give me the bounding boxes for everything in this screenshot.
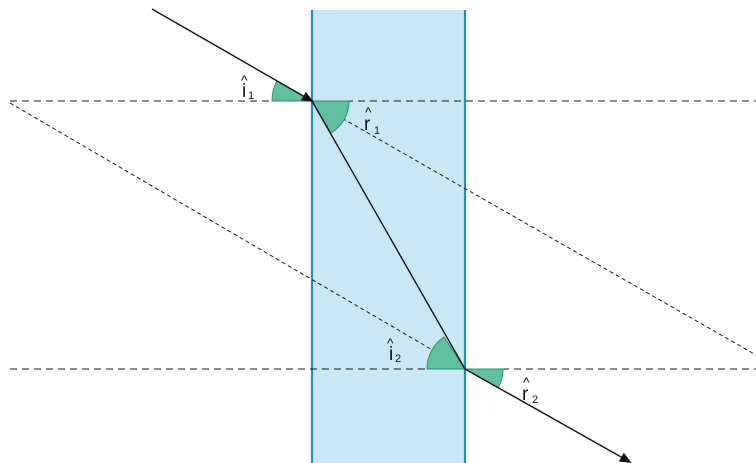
label-r1-sub: 1 xyxy=(374,125,380,137)
label-r2: ^ r 2 xyxy=(522,374,538,406)
label-i1-sub: 1 xyxy=(248,90,254,102)
glass-slab xyxy=(312,10,465,463)
label-i1: ^ i 1 xyxy=(241,72,254,102)
label-r1-hat: ^ xyxy=(365,104,372,120)
label-r2-letter: r xyxy=(522,384,529,405)
label-i1-hat: ^ xyxy=(241,72,248,88)
label-r1-letter: r xyxy=(364,114,371,135)
emergent-ray xyxy=(464,368,632,463)
label-i2-hat: ^ xyxy=(387,335,394,351)
incident-ray-extension xyxy=(311,100,756,356)
angle-i2-wedge xyxy=(426,336,466,370)
label-r1: ^ r 1 xyxy=(364,104,380,137)
label-i2-letter: i xyxy=(389,344,393,365)
refracted-ray-in-glass xyxy=(311,100,466,370)
label-i1-letter: i xyxy=(242,81,246,102)
label-r2-sub: 2 xyxy=(532,394,538,406)
emergent-ray-back-extension xyxy=(9,102,466,370)
label-i2: ^ i 2 xyxy=(387,335,401,365)
incident-ray xyxy=(151,8,314,102)
label-i2-sub: 2 xyxy=(395,353,401,365)
label-r2-hat: ^ xyxy=(523,374,530,390)
